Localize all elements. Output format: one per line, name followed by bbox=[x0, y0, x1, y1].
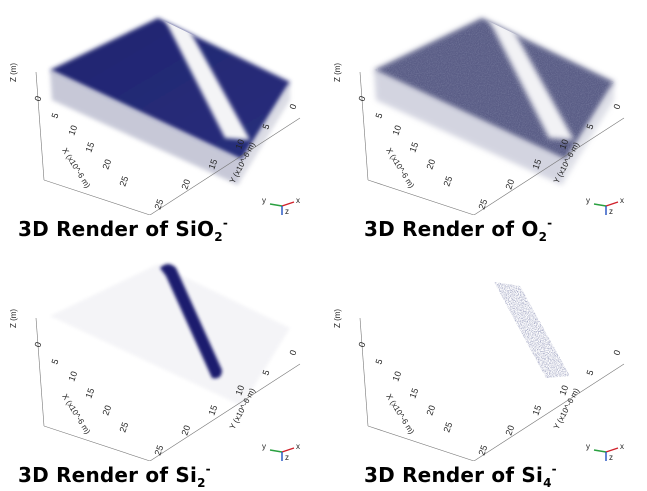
triad-y-label: y bbox=[262, 196, 266, 205]
caption-si4: 3D Render of Si4- bbox=[364, 462, 557, 490]
triad-y-label: y bbox=[586, 196, 590, 205]
y-tick-label: 25 bbox=[476, 444, 489, 457]
x-tick-label: 25 bbox=[117, 175, 130, 188]
x-tick-label: 20 bbox=[424, 404, 437, 417]
y-tick-label: 15 bbox=[530, 404, 543, 417]
x-tick-label: 0 bbox=[356, 95, 367, 103]
volume-side-face bbox=[562, 82, 614, 185]
y-tick-label: 15 bbox=[206, 404, 219, 417]
x-tick-label: 20 bbox=[100, 158, 113, 171]
caption-sio2: 3D Render of SiO2- bbox=[18, 216, 229, 244]
y-tick-label: 0 bbox=[611, 103, 622, 111]
y-tick-label: 5 bbox=[260, 369, 271, 377]
caption-o2: 3D Render of O2- bbox=[364, 216, 553, 244]
triad-z-label: z bbox=[285, 453, 289, 461]
y-tick-label: 10 bbox=[557, 384, 570, 397]
x-tick-label: 5 bbox=[49, 358, 60, 366]
y-tick-label: 10 bbox=[233, 384, 246, 397]
y-tick-label: 10 bbox=[233, 138, 246, 151]
x-tick-label: 15 bbox=[83, 387, 96, 400]
triad-z-label: z bbox=[285, 207, 289, 215]
render-panel-o2: Z (m) 0 5 10 15 20 25 X (x10^-6 m) 25 20 15 10 5 0 Y (… bbox=[324, 0, 647, 245]
orientation-triad-icon: x y z bbox=[262, 196, 300, 215]
x-tick-label: 0 bbox=[32, 341, 43, 349]
y-tick-label: 20 bbox=[503, 424, 516, 437]
z-axis-label: Z (m) bbox=[333, 63, 342, 82]
render-panel-si2: Z (m) 0 5 10 15 20 25 X (x10^-6 m) 25 20 15 10 5 0 Y (… bbox=[0, 246, 323, 491]
x-tick-label: 25 bbox=[441, 175, 454, 188]
y-tick-label: 5 bbox=[260, 123, 271, 131]
triad-y-label: y bbox=[262, 442, 266, 451]
volume-side-face bbox=[238, 82, 290, 185]
x-tick-label: 5 bbox=[49, 112, 60, 120]
y-tick-label: 5 bbox=[584, 369, 595, 377]
volume-front-face bbox=[374, 70, 566, 185]
x-tick-label: 25 bbox=[441, 421, 454, 434]
triad-z-label: z bbox=[609, 453, 613, 461]
x-tick-label: 0 bbox=[32, 95, 43, 103]
x-tick-label: 15 bbox=[407, 141, 420, 154]
x-axis-label: X (x10^-6 m) bbox=[60, 146, 92, 190]
orientation-triad-icon: x y z bbox=[262, 442, 300, 461]
x-tick-label: 0 bbox=[356, 341, 367, 349]
x-axis-label: X (x10^-6 m) bbox=[60, 392, 92, 436]
triad-z-label: z bbox=[609, 207, 613, 215]
x-tick-label: 10 bbox=[66, 370, 79, 383]
x-tick-label: 10 bbox=[390, 124, 403, 137]
z-axis-label: Z (m) bbox=[9, 63, 18, 82]
z-axis-label: Z (m) bbox=[9, 309, 18, 328]
render-panel-sio2: Z (m) 0 5 10 15 20 25 X (x10^-6 m) 25 20 15 10 5 0 Y (… bbox=[0, 0, 323, 245]
triad-x-label: x bbox=[296, 442, 300, 451]
triad-x-label: x bbox=[620, 196, 624, 205]
triad-x-label: x bbox=[620, 442, 624, 451]
y-tick-label: 15 bbox=[206, 158, 219, 171]
y-tick-label: 20 bbox=[503, 178, 516, 191]
y-tick-label: 5 bbox=[584, 123, 595, 131]
x-tick-label: 15 bbox=[407, 387, 420, 400]
x-axis-label: X (x10^-6 m) bbox=[384, 146, 416, 190]
render-panel-si4: Z (m) 0 5 10 15 20 25 X (x10^-6 m) 25 20 15 10 5 0 Y (… bbox=[324, 246, 647, 491]
y-tick-label: 20 bbox=[179, 178, 192, 191]
x-tick-label: 20 bbox=[100, 404, 113, 417]
y-tick-label: 25 bbox=[152, 444, 165, 457]
x-tick-label: 5 bbox=[373, 112, 384, 120]
x-tick-label: 5 bbox=[373, 358, 384, 366]
orientation-triad-icon: x y z bbox=[586, 442, 624, 461]
x-tick-label: 10 bbox=[66, 124, 79, 137]
y-tick-label: 25 bbox=[476, 198, 489, 211]
y-tick-label: 0 bbox=[287, 349, 298, 357]
y-tick-label: 0 bbox=[287, 103, 298, 111]
y-tick-label: 15 bbox=[530, 158, 543, 171]
si2-column bbox=[160, 264, 222, 379]
y-tick-label: 10 bbox=[557, 138, 570, 151]
triad-x-label: x bbox=[296, 196, 300, 205]
si4-column bbox=[494, 282, 570, 378]
y-tick-label: 20 bbox=[179, 424, 192, 437]
z-axis-label: Z (m) bbox=[333, 309, 342, 328]
y-tick-label: 25 bbox=[152, 198, 165, 211]
trench-stripe bbox=[489, 20, 574, 140]
volume-front-face bbox=[50, 70, 242, 185]
x-axis-label: X (x10^-6 m) bbox=[384, 392, 416, 436]
y-tick-label: 0 bbox=[611, 349, 622, 357]
trench-stripe bbox=[165, 20, 250, 140]
x-tick-label: 20 bbox=[424, 158, 437, 171]
caption-si2: 3D Render of Si2- bbox=[18, 462, 211, 490]
x-tick-label: 25 bbox=[117, 421, 130, 434]
x-tick-label: 15 bbox=[83, 141, 96, 154]
x-tick-label: 10 bbox=[390, 370, 403, 383]
triad-y-label: y bbox=[586, 442, 590, 451]
orientation-triad-icon: x y z bbox=[586, 196, 624, 215]
